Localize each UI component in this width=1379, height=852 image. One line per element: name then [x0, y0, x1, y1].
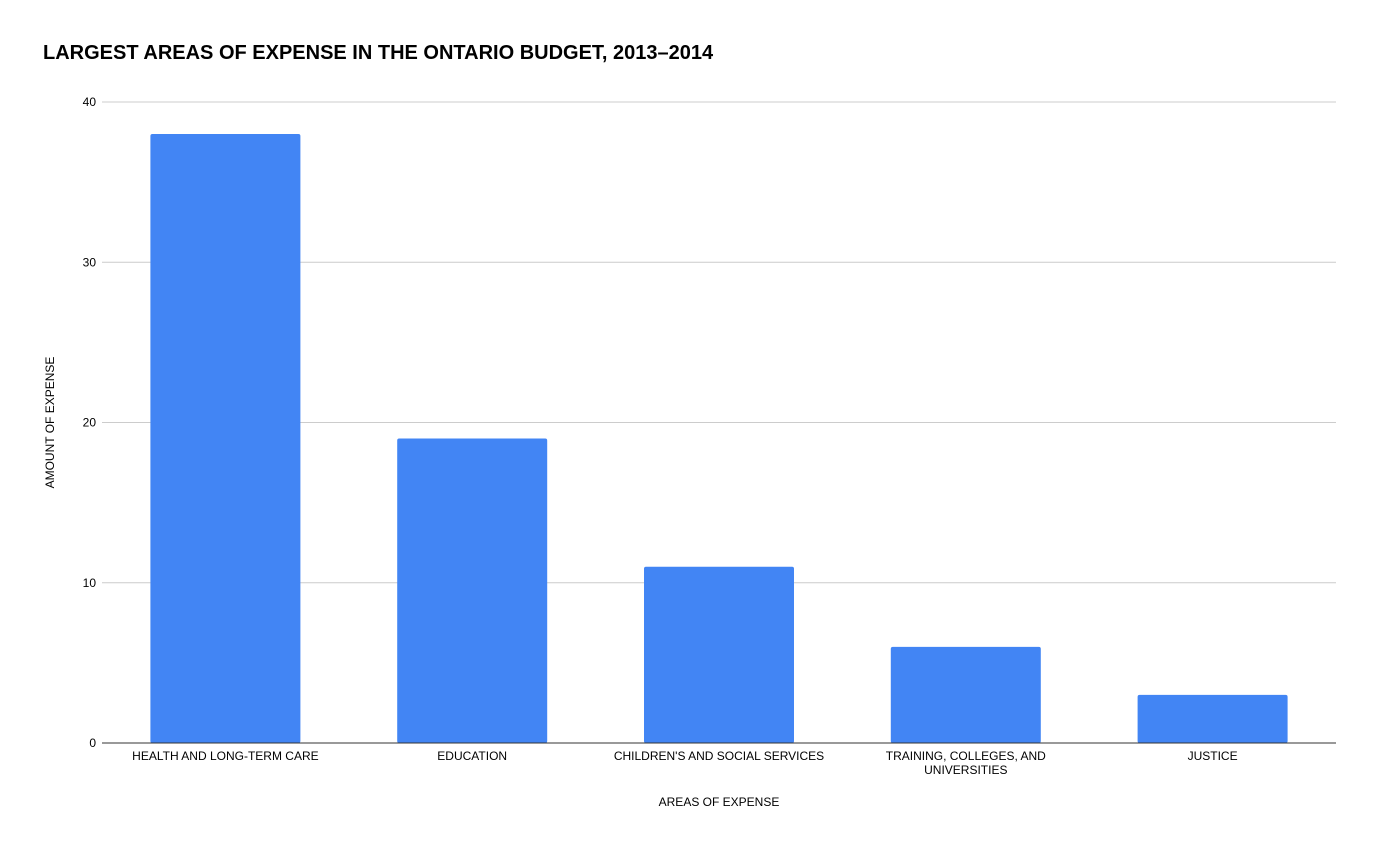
bars — [150, 134, 1288, 744]
y-axis-title: AMOUNT OF EXPENSE — [43, 357, 57, 489]
y-tick-label: 10 — [83, 576, 97, 590]
y-tick-label: 30 — [83, 255, 97, 269]
y-tick-label: 40 — [83, 95, 97, 109]
x-tick-label: UNIVERSITIES — [924, 763, 1007, 777]
x-tick-label: HEALTH AND LONG-TERM CARE — [132, 749, 318, 763]
x-axis-title: AREAS OF EXPENSE — [659, 795, 780, 809]
bar — [644, 566, 794, 743]
bar — [890, 646, 1041, 743]
x-tick-label: JUSTICE — [1188, 749, 1238, 763]
bar — [150, 134, 301, 744]
x-tick-label: EDUCATION — [437, 749, 507, 763]
y-tick-label: 20 — [83, 416, 97, 430]
x-tick-label: TRAINING, COLLEGES, AND — [886, 749, 1046, 763]
bar — [1137, 694, 1288, 743]
x-tick-label: CHILDREN'S AND SOCIAL SERVICES — [614, 749, 824, 763]
y-tick-label: 0 — [89, 736, 96, 750]
chart-title: LARGEST AREAS OF EXPENSE IN THE ONTARIO … — [43, 42, 714, 64]
bar — [397, 438, 548, 743]
y-axis-ticks: 0 10 20 30 40 — [83, 95, 97, 750]
x-axis-ticks: HEALTH AND LONG-TERM CARE EDUCATION CHILDR… — [132, 749, 1237, 777]
